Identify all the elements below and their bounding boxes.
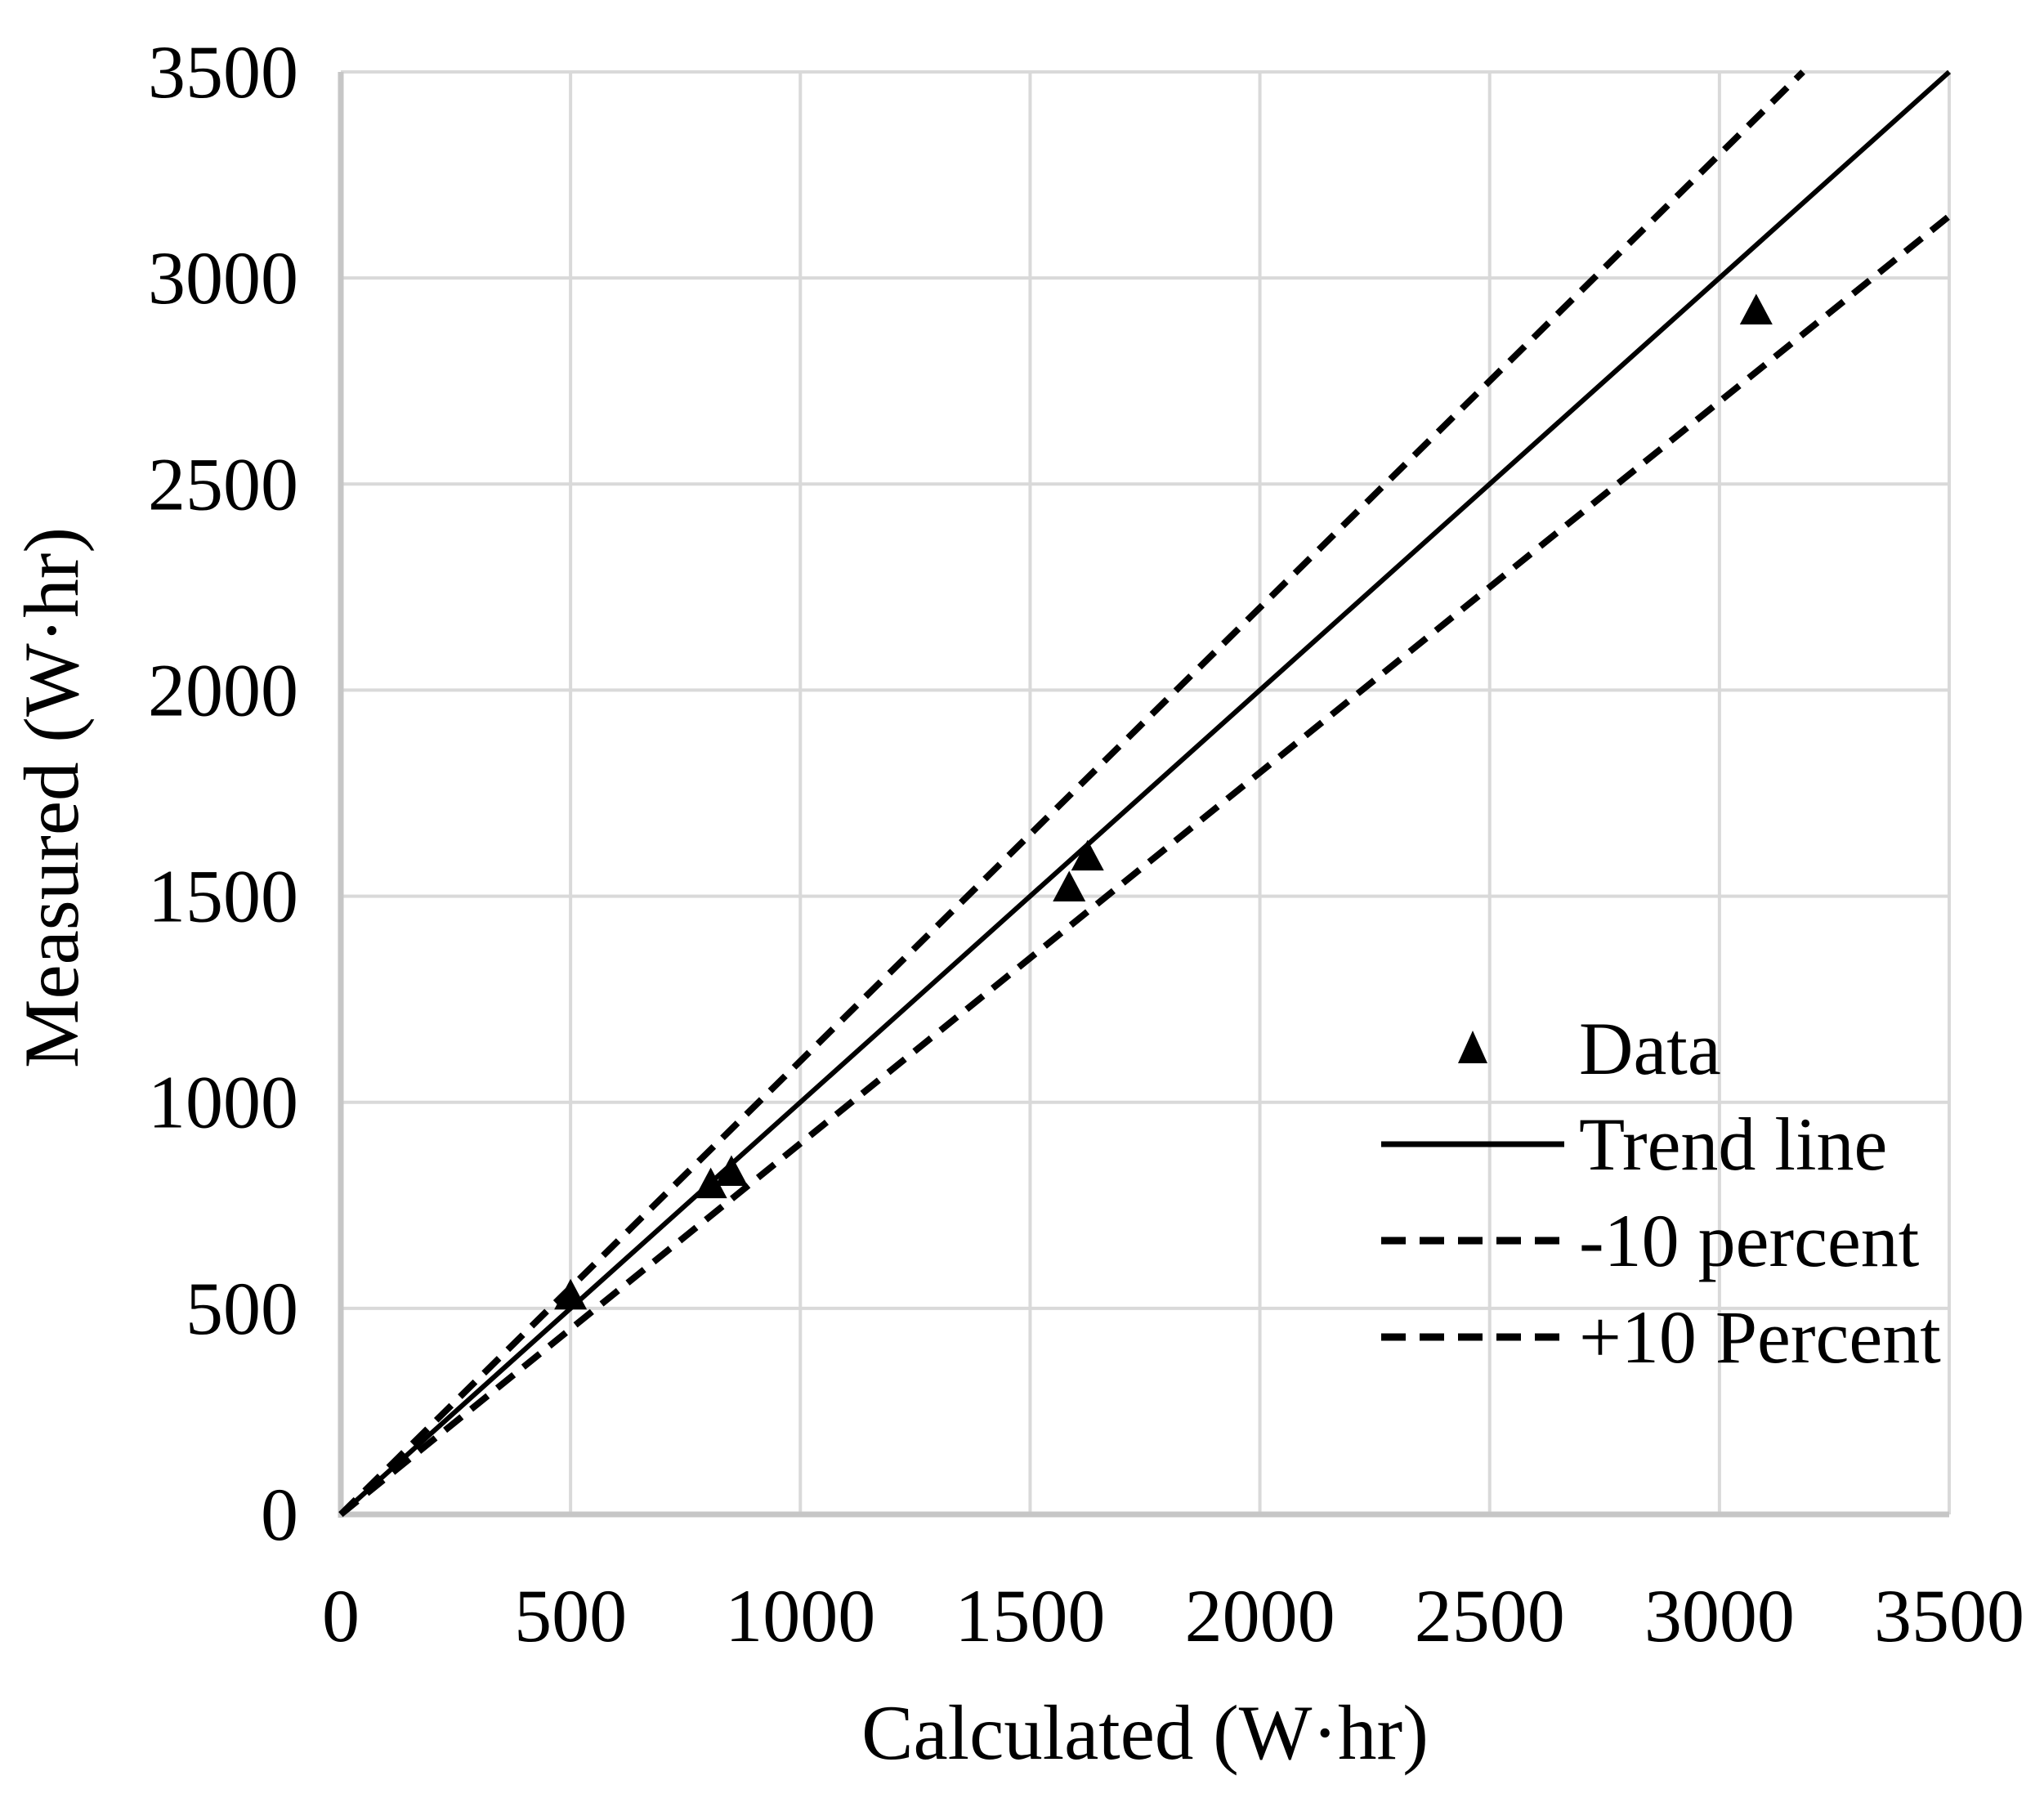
y-tick-label: 500 bbox=[186, 1267, 298, 1350]
legend: Data Trend line -10 percent +10 Percent bbox=[1381, 1007, 1941, 1379]
data-point-triangle bbox=[714, 1155, 748, 1186]
legend-label: -10 percent bbox=[1579, 1199, 1920, 1282]
data-point-markers bbox=[554, 293, 1773, 1310]
legend-label: Data bbox=[1579, 1007, 1721, 1090]
x-tick-label: 2000 bbox=[1185, 1574, 1335, 1657]
y-tick-label: 2000 bbox=[148, 648, 298, 731]
dashed-bound-line bbox=[338, 213, 1952, 1518]
x-axis-title: Calculated (W·hr) bbox=[861, 1689, 1429, 1776]
gridlines bbox=[341, 70, 1951, 1514]
x-tick-label: 2500 bbox=[1415, 1574, 1565, 1657]
x-tick-label: 3500 bbox=[1874, 1574, 2024, 1657]
y-tick-label: 1500 bbox=[148, 855, 298, 938]
x-tick-label: 0 bbox=[322, 1574, 360, 1657]
y-tick-label: 2500 bbox=[148, 442, 298, 526]
trend-line bbox=[338, 69, 1952, 1517]
x-tick-label: 1500 bbox=[955, 1574, 1105, 1657]
axis-lines bbox=[338, 72, 1949, 1518]
y-tick-label: 3000 bbox=[148, 236, 298, 320]
y-axis-title: Measured (W·hr) bbox=[8, 527, 95, 1068]
data-point-triangle bbox=[1053, 870, 1086, 901]
series-lines bbox=[338, 69, 1952, 1518]
dashed-bound-line bbox=[338, 69, 1805, 1517]
legend-label: +10 Percent bbox=[1579, 1295, 1941, 1379]
data-point-triangle bbox=[1739, 293, 1773, 324]
data-point-triangle bbox=[554, 1278, 588, 1310]
y-tick-label: 3500 bbox=[148, 30, 298, 114]
y-tick-label: 0 bbox=[261, 1473, 298, 1556]
tick-labels: 0 500 1000 1500 2000 2500 3000 3500 0 500 1000 1500… bbox=[148, 30, 2024, 1657]
legend-label: Trend line bbox=[1579, 1103, 1887, 1186]
data-point-triangle bbox=[1071, 839, 1104, 871]
data-point-triangle bbox=[694, 1167, 727, 1199]
x-tick-label: 1000 bbox=[725, 1574, 875, 1657]
y-tick-label: 1000 bbox=[148, 1061, 298, 1144]
x-tick-label: 500 bbox=[514, 1574, 627, 1657]
legend-data-marker bbox=[1458, 1031, 1487, 1063]
x-tick-label: 3000 bbox=[1644, 1574, 1795, 1657]
